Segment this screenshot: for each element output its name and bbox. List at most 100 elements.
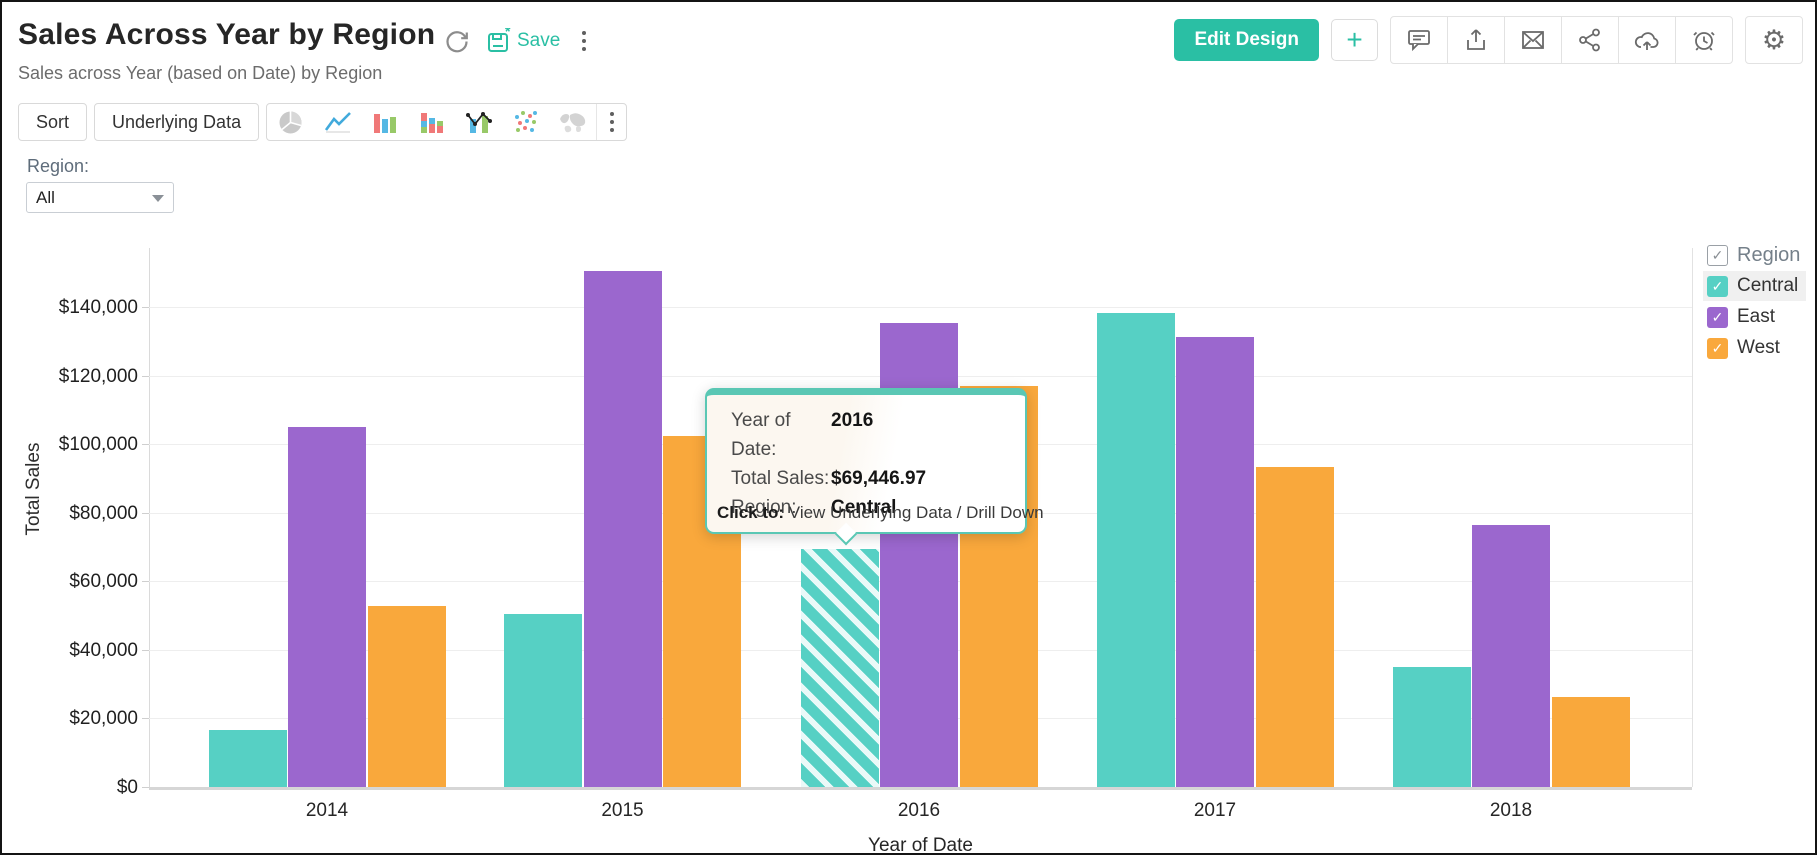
gear-icon: ⚙ <box>1761 24 1787 55</box>
publish-button[interactable] <box>1618 16 1676 64</box>
pie-chart-icon[interactable] <box>267 104 314 140</box>
chart-tooltip: Year of Date: 2016 Total Sales: $69,446.… <box>705 388 1044 546</box>
legend-checkbox[interactable]: ✓ <box>1707 275 1728 297</box>
tooltip-row: Year of Date: 2016 <box>731 406 1025 464</box>
y-axis-tick <box>142 787 149 788</box>
underlying-data-button[interactable]: Underlying Data <box>94 103 260 141</box>
comment-icon <box>1406 27 1432 53</box>
bar-2018-east[interactable] <box>1472 524 1550 787</box>
svg-text:*: * <box>505 28 511 39</box>
refresh-icon[interactable] <box>444 28 470 54</box>
y-axis-tick <box>142 307 149 309</box>
map-chart-icon[interactable] <box>549 104 596 140</box>
plus-icon: + <box>1346 24 1363 55</box>
settings-button[interactable]: ⚙ <box>1745 16 1803 64</box>
page-subtitle: Sales across Year (based on Date) by Reg… <box>18 63 383 83</box>
region-filter-label: Region: <box>27 156 90 176</box>
y-axis-tick <box>142 581 149 583</box>
add-button[interactable]: + <box>1331 19 1378 61</box>
bar-2018-central[interactable] <box>1392 667 1471 787</box>
bar-chart-icon[interactable] <box>361 104 408 140</box>
x-axis-label: 2017 <box>1193 800 1237 821</box>
line-chart-icon[interactable] <box>314 104 361 140</box>
tooltip-value: Central <box>831 497 897 518</box>
chevron-down-icon <box>152 195 164 202</box>
region-filter-select[interactable]: All <box>26 182 174 213</box>
tooltip-value: $69,446.97 <box>831 468 927 489</box>
export-icon <box>1463 27 1489 53</box>
bar-2017-east[interactable] <box>1176 337 1254 787</box>
share-button[interactable] <box>1561 16 1619 64</box>
x-axis-title: Year of Date <box>868 835 973 855</box>
bar-2014-central[interactable] <box>208 730 287 787</box>
y-axis-tick <box>142 444 149 446</box>
bar-2016-central[interactable] <box>800 549 879 787</box>
alarm-clock-icon <box>1691 27 1717 53</box>
y-axis-line <box>149 248 150 787</box>
x-axis-label: 2018 <box>1489 800 1533 821</box>
y-axis-label: $100,000 <box>58 434 138 456</box>
bar-2015-central[interactable] <box>504 613 582 787</box>
save-icon: * <box>486 28 512 54</box>
tooltip-label: Total Sales: <box>731 468 830 489</box>
y-axis-label: $20,000 <box>69 708 138 730</box>
y-axis-label: $120,000 <box>58 365 138 387</box>
title-more-menu[interactable] <box>576 27 592 55</box>
bar-2018-west[interactable] <box>1551 696 1630 787</box>
stacked-bar-chart-icon[interactable] <box>408 104 455 140</box>
y-axis-label: $0 <box>116 777 138 798</box>
edit-design-button[interactable]: Edit Design <box>1174 19 1319 61</box>
export-button[interactable] <box>1447 16 1505 64</box>
x-axis-label: 2015 <box>601 800 644 821</box>
tooltip-row: Total Sales: $69,446.97 <box>731 464 1025 493</box>
share-icon <box>1577 27 1603 53</box>
legend-checkbox[interactable]: ✓ <box>1707 337 1728 359</box>
plot-right-border <box>1692 248 1693 787</box>
tooltip-click-label: Click to: <box>717 503 785 522</box>
cloud-upload-icon <box>1633 27 1661 53</box>
tooltip-caret <box>834 522 858 546</box>
y-axis-tick <box>142 375 149 377</box>
x-axis-label: 2014 <box>305 800 349 821</box>
bar-2015-east[interactable] <box>583 270 662 787</box>
tooltip-click-text: View Underlying Data / Drill Down <box>788 503 1044 522</box>
legend-item-east[interactable]: ✓ East <box>1703 302 1783 332</box>
legend-item-west[interactable]: ✓ West <box>1703 333 1788 363</box>
bar-2017-central[interactable] <box>1096 312 1175 787</box>
chart-type-more-menu[interactable] <box>596 104 626 140</box>
legend-checkbox[interactable]: ✓ <box>1707 306 1728 328</box>
legend-title-checkbox[interactable]: ✓ <box>1707 244 1728 266</box>
bar-2017-west[interactable] <box>1255 466 1334 787</box>
tooltip-label: Region: <box>731 497 797 518</box>
x-axis-line <box>149 787 1692 790</box>
tooltip-value: 2016 <box>831 410 874 431</box>
save-button[interactable]: * Save <box>486 28 560 54</box>
page-title: Sales Across Year by Region <box>18 18 436 51</box>
x-axis-label: 2016 <box>897 800 941 821</box>
alerts-button[interactable] <box>1675 16 1733 64</box>
bar-2014-west[interactable] <box>367 606 446 787</box>
tooltip-row: Region: Central <box>731 493 1025 522</box>
comments-button[interactable] <box>1390 16 1448 64</box>
y-axis-tick <box>142 718 149 720</box>
legend-item-label: West <box>1737 337 1780 358</box>
gridline <box>149 307 1692 309</box>
y-axis-tick <box>142 512 149 514</box>
y-axis-label: $40,000 <box>69 639 138 661</box>
y-axis-label: $80,000 <box>69 502 138 524</box>
tooltip-label: Year of Date: <box>731 410 791 460</box>
region-filter-value: All <box>36 187 55 207</box>
save-label: Save <box>517 30 561 51</box>
sort-button[interactable]: Sort <box>18 103 88 141</box>
scatter-chart-icon[interactable] <box>502 104 549 140</box>
combo-chart-icon[interactable] <box>455 104 502 140</box>
bar-2014-east[interactable] <box>288 426 366 787</box>
envelope-icon <box>1520 27 1546 53</box>
email-button[interactable] <box>1504 16 1562 64</box>
legend-title-row[interactable]: ✓ Region <box>1703 240 1808 270</box>
legend-title: Region <box>1737 243 1801 266</box>
legend-item-label: Central <box>1737 275 1799 296</box>
legend-item-central[interactable]: ✓ Central <box>1703 271 1807 301</box>
tooltip-click-hint: Click to: View Underlying Data / Drill D… <box>717 503 1044 523</box>
